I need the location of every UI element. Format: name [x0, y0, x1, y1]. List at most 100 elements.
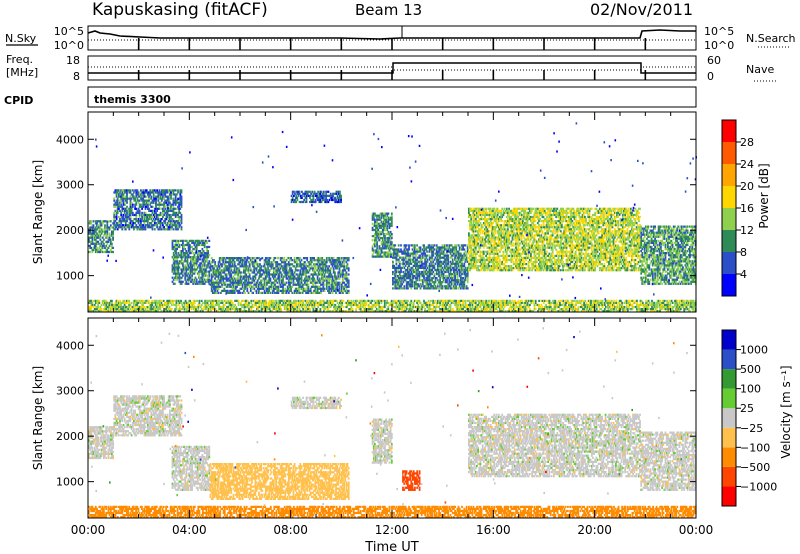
scatter-cell — [313, 265, 315, 268]
scatter-cell — [244, 285, 246, 288]
scatter-cell — [298, 190, 301, 193]
scatter-cell — [428, 244, 431, 247]
scatter-cell — [215, 283, 218, 286]
scatter-cell — [287, 275, 290, 278]
scatter-cell — [492, 244, 494, 247]
scatter-cell — [504, 232, 507, 235]
scatter-cell — [338, 257, 341, 260]
scatter-cell — [258, 283, 260, 286]
scatter-cell — [118, 222, 120, 225]
scatter-cell — [493, 207, 496, 210]
scatter-cell — [138, 209, 141, 212]
scatter-cell — [479, 230, 482, 233]
scatter-cell — [471, 256, 474, 259]
scatter-cell — [400, 268, 402, 272]
scatter-cell — [489, 248, 492, 251]
scatter-cell — [476, 215, 478, 219]
scatter-cell — [441, 246, 444, 249]
scatter-cell — [175, 226, 178, 229]
scatter-cell — [508, 267, 510, 270]
scatter-cell — [395, 252, 398, 255]
scatter-cell — [381, 237, 384, 240]
scatter-cell — [122, 201, 125, 204]
scatter-cell — [316, 196, 318, 199]
scatter-cell — [152, 213, 155, 217]
scatter-cell — [413, 262, 416, 265]
scatter-cell — [278, 273, 281, 276]
scatter-cell — [474, 248, 477, 251]
scatter-cell — [436, 264, 439, 267]
scatter-cell — [94, 238, 97, 241]
scatter-cell — [305, 194, 308, 197]
scatter-cell — [409, 252, 412, 255]
scatter-cell — [446, 266, 448, 269]
scatter-cell — [286, 257, 289, 260]
scatter-cell — [266, 283, 268, 286]
scatter-cell — [375, 255, 377, 258]
scatter-cell — [482, 265, 485, 268]
scatter-cell — [471, 238, 474, 241]
scatter-cell — [172, 270, 175, 273]
scatter-cell — [128, 226, 131, 229]
scatter-cell — [408, 264, 410, 267]
cpid-value: themis 3300 — [94, 93, 171, 106]
scatter-cell — [476, 260, 478, 264]
scatter-cell — [221, 275, 223, 278]
scatter-cell — [237, 257, 239, 260]
scatter-cell — [224, 269, 227, 272]
scatter-cell — [88, 238, 90, 241]
scatter-cell — [159, 218, 162, 221]
scatter-cell — [485, 230, 487, 233]
scatter-cell — [474, 222, 477, 225]
scatter-cell — [297, 194, 300, 197]
scatter-cell — [425, 254, 428, 257]
scatter-cell — [321, 198, 324, 202]
scatter-cell — [245, 283, 248, 286]
scatter-cell — [129, 224, 132, 227]
scatter-cell — [233, 281, 236, 284]
scatter-cell — [325, 275, 328, 278]
scatter-cell — [476, 238, 478, 241]
scatter-cell — [425, 279, 428, 282]
scatter-cell — [469, 242, 471, 245]
scatter-cell — [374, 220, 376, 223]
scatter-cell — [279, 259, 282, 262]
scatter-cell — [217, 273, 220, 276]
scatter-cell — [416, 244, 418, 247]
scatter-cell — [126, 215, 128, 219]
scatter-cell — [448, 244, 451, 247]
scatter-cell — [320, 271, 322, 274]
scatter-cell — [301, 269, 304, 272]
scatter-cell — [305, 263, 307, 266]
scatter-cell — [180, 205, 183, 208]
scatter-cell — [113, 211, 116, 214]
scatter-cell — [313, 259, 315, 262]
scatter-cell — [120, 226, 123, 229]
scatter-cell — [315, 285, 318, 288]
scatter-cell — [447, 287, 450, 290]
scatter-cell — [314, 285, 317, 288]
scatter-cell — [162, 209, 164, 212]
scatter-cell — [502, 269, 505, 272]
scatter-cell — [302, 265, 305, 268]
scatter-cell — [336, 194, 339, 197]
scatter-cell — [470, 226, 473, 229]
scatter-cell — [486, 267, 489, 270]
scatter-cell — [114, 226, 117, 229]
scatter-cell — [94, 226, 97, 229]
scatter-cell — [171, 266, 174, 269]
scatter-cell — [327, 200, 330, 204]
scatter-cell — [432, 244, 435, 247]
scatter-cell — [91, 226, 94, 229]
scatter-cell — [503, 226, 506, 229]
scatter-cell — [177, 276, 180, 279]
scatter-cell — [378, 251, 381, 254]
scatter-cell — [457, 279, 460, 282]
scatter-cell — [187, 250, 190, 253]
scatter-cell — [418, 279, 421, 282]
scatter-cell — [277, 263, 280, 266]
scatter-cell — [123, 209, 126, 212]
scatter-cell — [481, 209, 484, 212]
scatter-cell — [450, 279, 453, 282]
scatter-cell — [321, 261, 324, 264]
